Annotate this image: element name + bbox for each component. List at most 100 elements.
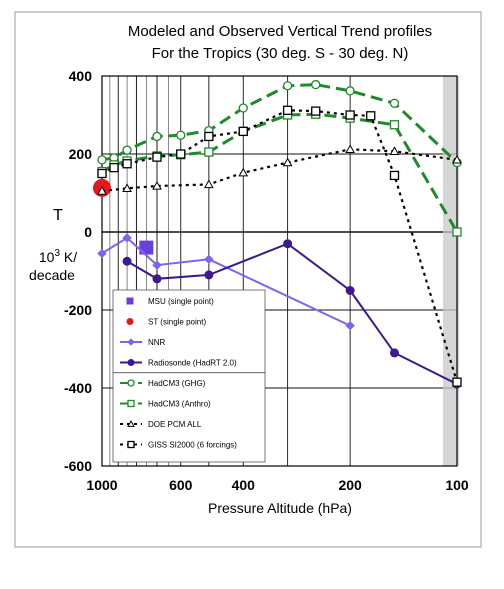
data-point [452,227,462,237]
data-point [204,270,214,280]
chart-title: Modeled and Observed Vertical Trend prof… [128,23,432,40]
series-nnr [97,233,355,331]
legend-label: DOE PCM ALL [148,420,202,429]
data-point [109,162,119,173]
y-tick-label: 400 [69,68,93,84]
data-point [452,154,462,164]
data-point [126,297,134,305]
series-msu [139,240,154,255]
data-point [282,157,293,167]
data-point [345,144,355,154]
tropopause-band [443,76,459,466]
data-point [238,103,248,113]
data-point [345,286,355,295]
legend-entry-radiosonde: Radiosonde (HadRT 2.0) [120,359,237,368]
data-point [389,348,399,358]
data-point [366,111,376,121]
data-point [127,419,135,427]
series-doe_pcm [97,144,462,195]
data-point [204,179,214,189]
data-point [176,149,186,159]
data-point [122,145,132,155]
legend-label: HadCM3 (Anthro) [148,400,211,409]
x-tick-label: 1000 [86,477,117,493]
data-point [127,359,135,366]
legend-label: ST (single point) [148,318,206,327]
data-point [152,260,162,270]
legend-entry-doe_pcm: DOE PCM ALL [120,419,202,429]
legend-entry-nnr: NNR [120,338,166,347]
y-tick-label: -400 [64,380,92,396]
legend-label: NNR [148,338,166,347]
data-point [452,377,462,387]
axes [101,75,458,467]
data-point [204,254,214,265]
legend-label: GISS SI2000 (6 forcings) [148,441,237,450]
legend-label: MSU (single point) [148,297,214,306]
x-tick-label: 600 [169,477,193,493]
data-point [204,147,214,157]
data-point [139,240,154,255]
data-point [389,170,400,181]
y-axis-label-line-3: decade [29,267,75,283]
series-giss [97,105,462,387]
x-tick-label: 200 [338,477,362,493]
data-point [311,106,321,116]
legend-entry-msu: MSU (single point) [126,297,214,306]
tick-labels: 400 200 0 -200 -400 -600 1000 600 400 200 100 [64,68,469,493]
data-point [152,131,162,142]
data-point [97,186,107,195]
data-point [97,155,107,165]
data-point [283,239,293,249]
data-point [122,159,132,169]
y-tick-label: -200 [64,302,92,318]
data-point [204,131,214,142]
data-point [282,105,293,115]
y-axis-label-line-2: 103 K/ [39,248,77,265]
data-point [345,320,355,331]
legend-box [112,289,266,463]
data-point [127,440,135,449]
data-point [152,180,162,190]
data-point [122,183,132,193]
x-axis-label: Pressure Altitude (hPa) [208,500,352,516]
data-point [389,146,400,155]
data-point [345,86,355,96]
data-point [122,233,132,243]
legend: MSU (single point) ST (single point) NNR Ra… [112,289,266,463]
data-point [97,248,107,259]
series-radiosonde [122,239,462,389]
legend-entry-hadcm3_ghg: HadCM3 (GHG) [120,379,206,388]
data-series [93,79,462,389]
x-tick-label: 400 [232,477,256,493]
y-tick-label: 0 [84,224,92,240]
legend-label: Radiosonde (HadRT 2.0) [148,359,237,368]
plot-area [101,75,458,467]
data-point [152,152,162,162]
legend-entry-st: ST (single point) [126,318,206,327]
legend-entry-hadcm3_anthro: HadCM3 (Anthro) [120,400,211,409]
data-point [127,399,135,408]
legend-entry-giss: GISS SI2000 (6 forcings) [120,441,237,450]
y-tick-label: -600 [64,458,92,474]
data-point [176,130,186,140]
data-point [152,274,162,284]
y-axis-label-line-1: T [53,207,63,224]
data-point [311,79,321,90]
chart-subtitle: For the Tropics (30 deg. S - 30 deg. N) [152,45,409,62]
data-point [122,256,132,266]
data-point [238,126,248,137]
data-point [389,120,400,130]
data-point [126,318,134,325]
y-tick-label: 200 [69,146,93,162]
data-point [345,110,355,120]
data-point [127,338,135,346]
data-point [389,98,400,108]
data-point [238,167,249,177]
data-point [282,81,293,91]
series-line-doe_pcm [101,148,458,193]
data-point [97,168,107,179]
legend-label: HadCM3 (GHG) [148,379,206,388]
